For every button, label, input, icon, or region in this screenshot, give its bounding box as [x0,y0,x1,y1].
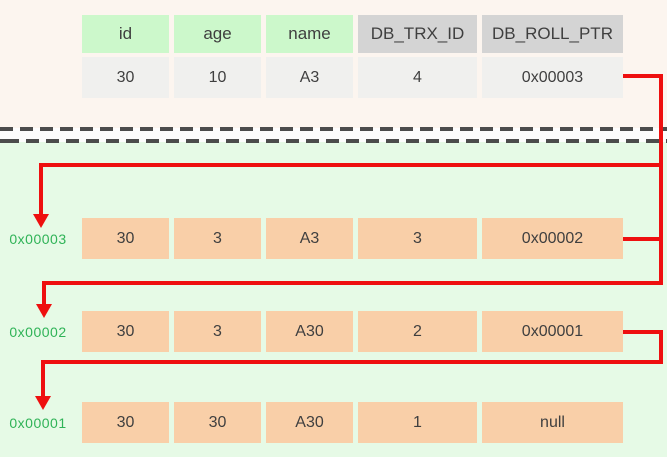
record-cell-trx-id: 4 [358,57,477,98]
record-cell-roll-ptr: 0x00003 [482,57,623,98]
version-cell-name: A30 [266,402,353,443]
roll-ptr-arrow-segment [42,285,46,304]
version-cell-age: 3 [174,311,261,352]
version-cell-trx-id: 3 [358,218,477,259]
dashed-divider-bottom [0,139,667,143]
roll-ptr-arrow-segment [42,281,663,285]
version-cell-id: 30 [82,402,169,443]
roll-ptr-arrow-segment [659,330,663,364]
undo-version-row: 30 3 A3 3 0x00002 [82,218,623,259]
version-cell-trx-id: 2 [358,311,477,352]
header-cell-name: name [266,15,353,53]
header-cell-id: id [82,15,169,53]
version-cell-name: A30 [266,311,353,352]
header-cell-age: age [174,15,261,53]
version-cell-age: 30 [174,402,261,443]
version-cell-age: 3 [174,218,261,259]
roll-ptr-label: 0x00001 [9,414,67,431]
roll-ptr-label: 0x00003 [9,230,67,247]
roll-ptr-arrow-segment [39,163,663,167]
current-record-row: 30 10 A3 4 0x00003 [82,57,623,98]
record-table-header-row: id age name DB_TRX_ID DB_ROLL_PTR [82,15,623,53]
undo-version-row: 30 3 A30 2 0x00001 [82,311,623,352]
divider-gap-strip [0,128,667,142]
version-cell-name: A3 [266,218,353,259]
roll-ptr-arrow-segment [39,167,43,214]
record-cell-age: 10 [174,57,261,98]
record-cell-name: A3 [266,57,353,98]
version-cell-roll-ptr: 0x00001 [482,311,623,352]
version-cell-roll-ptr: 0x00002 [482,218,623,259]
roll-ptr-arrow-segment [41,360,663,364]
undo-version-row: 30 30 A30 1 null [82,402,623,443]
roll-ptr-label: 0x00002 [9,323,67,340]
roll-ptr-arrow-segment [659,74,663,285]
record-cell-id: 30 [82,57,169,98]
roll-ptr-arrow-segment [623,74,663,78]
header-cell-roll-ptr: DB_ROLL_PTR [482,15,623,53]
arrow-head-icon [35,396,51,410]
arrow-head-icon [33,214,49,228]
version-cell-roll-ptr: null [482,402,623,443]
version-cell-id: 30 [82,311,169,352]
roll-ptr-arrow-segment [41,364,45,396]
arrow-head-icon [36,304,52,318]
roll-ptr-arrow-segment [623,237,663,241]
dashed-divider-top [0,127,667,131]
version-cell-id: 30 [82,218,169,259]
header-cell-trx-id: DB_TRX_ID [358,15,477,53]
version-cell-trx-id: 1 [358,402,477,443]
roll-ptr-arrow-segment [623,330,663,334]
